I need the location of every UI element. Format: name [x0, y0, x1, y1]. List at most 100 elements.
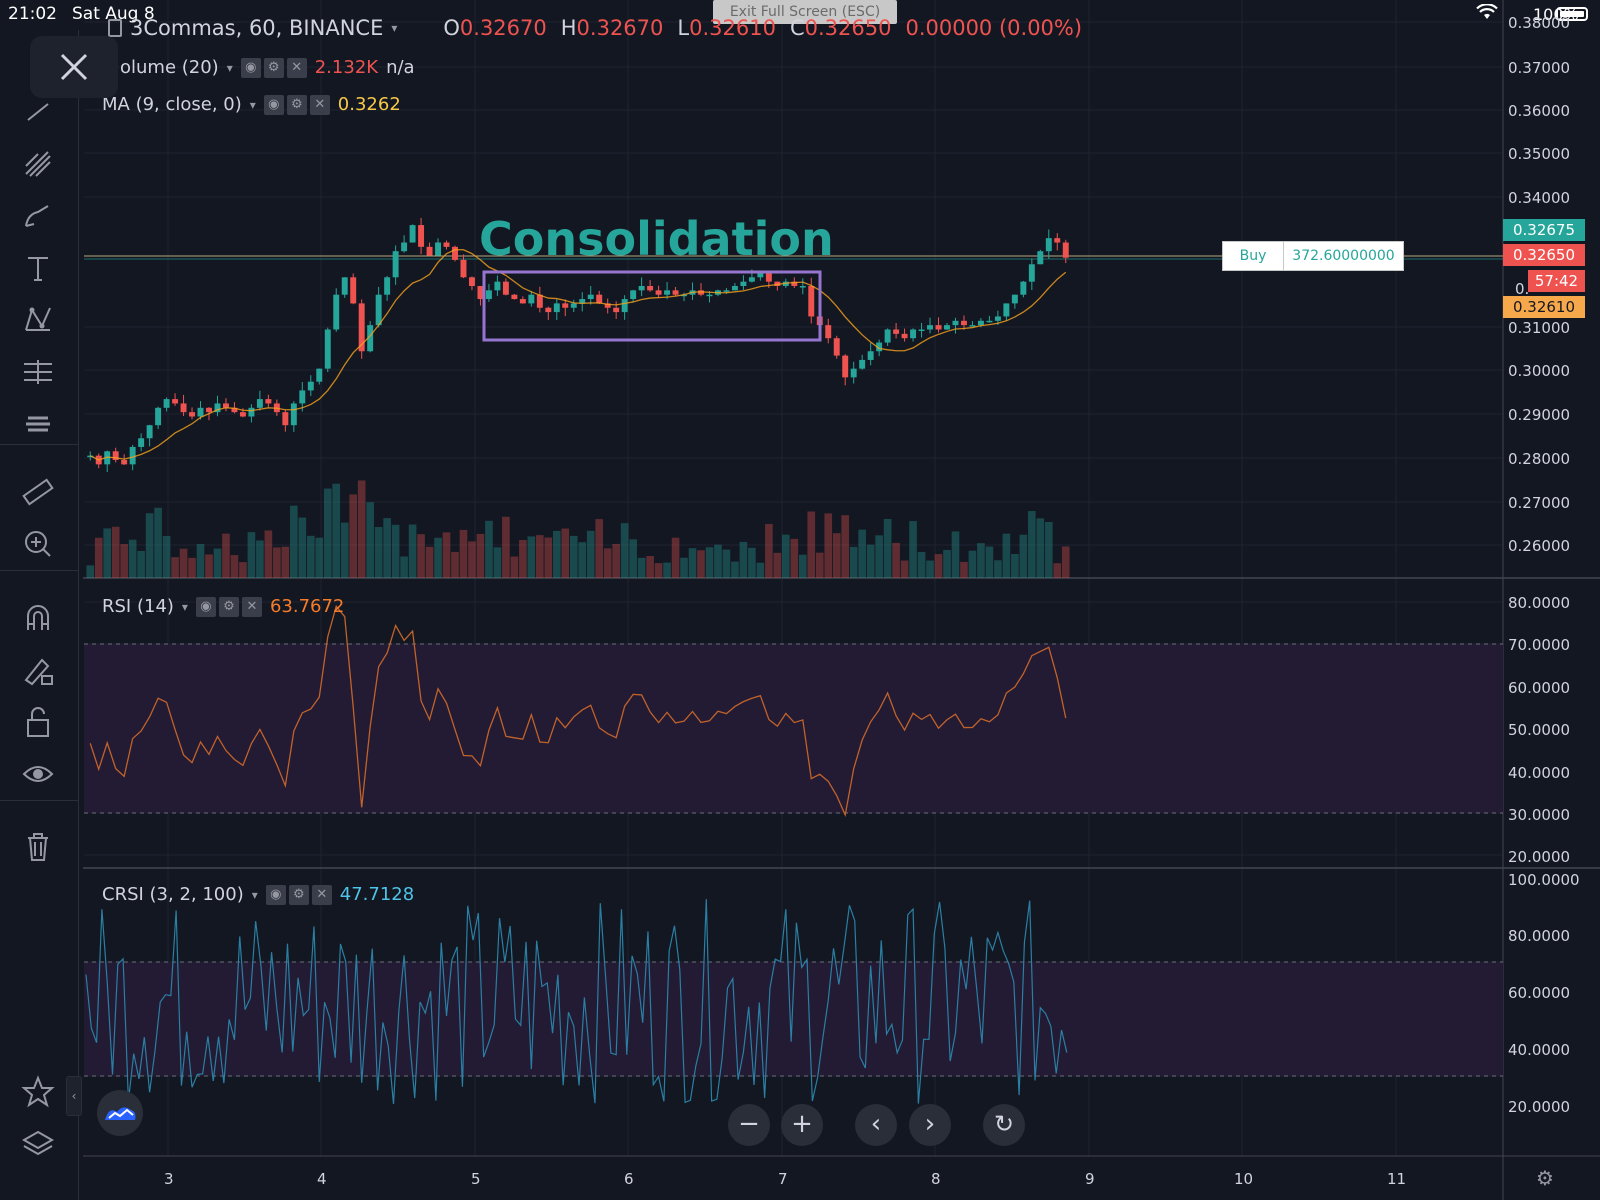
trash-icon[interactable] [16, 824, 60, 868]
candle-body [664, 290, 671, 295]
volume-bar [86, 565, 95, 578]
scroll-right-button[interactable]: › [909, 1104, 951, 1146]
crsi-legend[interactable]: CRSI (3, 2, 100) ▾ ◉ ⚙ ✕ 47.7128 [102, 884, 414, 905]
star-icon[interactable] [16, 1070, 60, 1114]
candle-style-icon[interactable] [108, 19, 122, 37]
symbol-name[interactable]: 3Commas, 60, BINANCE [130, 16, 384, 40]
close-icon[interactable]: ✕ [241, 596, 262, 617]
volume-bar [968, 550, 977, 578]
buy-order-quantity[interactable]: 372.60000000 [1292, 248, 1395, 264]
eye-icon[interactable]: ◉ [265, 884, 286, 905]
chevron-down-icon[interactable]: ▾ [226, 60, 233, 75]
volume-bar [137, 550, 145, 578]
close-label: C [789, 16, 805, 40]
candle-body [460, 259, 467, 278]
volume-bar [1053, 563, 1062, 578]
volume-bar [544, 537, 553, 578]
candle-body [477, 286, 484, 300]
settings-gear-icon[interactable]: ⚙ [1536, 1166, 1554, 1190]
collapse-toolbar-chevron-icon[interactable]: ‹ [66, 1076, 82, 1116]
trend-line-icon[interactable] [16, 90, 60, 134]
brush-icon[interactable] [16, 194, 60, 238]
symbol-legend[interactable]: 3Commas, 60, BINANCE ▾ O 0.32670 H 0.32670… [108, 16, 1082, 40]
volume-bar [603, 548, 612, 578]
gear-icon[interactable]: ⚙ [263, 57, 284, 78]
chevron-down-icon[interactable]: ▾ [249, 97, 256, 112]
volume-bar [883, 518, 892, 578]
change-value: 0.00000 (0.00%) [905, 16, 1083, 40]
candle-body [358, 303, 365, 352]
candle-body [1011, 294, 1018, 304]
zoom-in-button[interactable]: + [781, 1104, 823, 1146]
ruler-icon[interactable] [16, 470, 60, 514]
text-tool-icon[interactable] [16, 246, 60, 290]
lock-drawing-icon[interactable] [16, 648, 60, 692]
scroll-left-button[interactable]: ‹ [855, 1104, 897, 1146]
volume-bar [239, 562, 247, 578]
layers-icon[interactable] [16, 1122, 60, 1166]
candle-body [791, 281, 798, 286]
rsi-axis-label: 50.0000 [1508, 721, 1571, 739]
candle-body [375, 294, 382, 326]
candle-countdown: 57:42 [1528, 270, 1585, 292]
rsi-label[interactable]: RSI (14) [102, 596, 174, 617]
volume-bar [773, 552, 782, 578]
candle-body [129, 446, 136, 465]
pitchfork-icon[interactable] [16, 142, 60, 186]
candle-body [265, 399, 272, 404]
chevron-down-icon[interactable]: ▾ [251, 887, 258, 902]
chevron-down-icon[interactable]: ▾ [391, 21, 398, 35]
candle-body [833, 338, 840, 356]
candle-body [545, 307, 552, 313]
close-button[interactable] [30, 36, 118, 98]
volume-bar [179, 548, 188, 578]
close-icon[interactable]: ✕ [311, 884, 332, 905]
consolidation-label[interactable]: Consolidation [479, 212, 834, 266]
close-icon[interactable]: ✕ [309, 94, 330, 115]
zoom-out-button[interactable]: − [728, 1104, 770, 1146]
price-axis-label: 0.28000 [1508, 450, 1571, 468]
reset-chart-button[interactable]: ↻ [983, 1104, 1025, 1146]
volume-bar [866, 544, 875, 578]
crsi-label[interactable]: CRSI (3, 2, 100) [102, 884, 244, 905]
eye-icon[interactable]: ◉ [240, 57, 261, 78]
unlock-icon[interactable] [16, 700, 60, 744]
time-axis-label: 8 [931, 1170, 941, 1188]
gear-icon[interactable]: ⚙ [288, 884, 309, 905]
candle-body [1054, 238, 1061, 243]
candle-body [307, 381, 314, 391]
gear-icon[interactable]: ⚙ [218, 596, 239, 617]
exit-fullscreen-button[interactable]: Exit Full Screen (ESC) [713, 0, 897, 24]
close-icon[interactable]: ✕ [286, 57, 307, 78]
candle-body [842, 355, 849, 378]
volume-bar [366, 502, 374, 578]
rsi-legend[interactable]: RSI (14) ▾ ◉ ⚙ ✕ 63.7672 [102, 596, 344, 617]
open-value: 0.32670 [459, 16, 547, 40]
candle-body [256, 399, 263, 408]
eye-icon[interactable] [16, 752, 60, 796]
candle-body [333, 294, 340, 330]
fib-tool-icon[interactable] [16, 402, 60, 446]
buy-order-label[interactable]: Buy 372.60000000 [1222, 241, 1404, 271]
buy-order-side[interactable]: Buy [1223, 242, 1284, 270]
gear-icon[interactable]: ⚙ [286, 94, 307, 115]
volume-bar [451, 551, 459, 578]
ma-label[interactable]: MA (9, close, 0) [102, 94, 242, 115]
chevron-down-icon[interactable]: ▾ [181, 599, 188, 614]
candle-body [655, 290, 662, 295]
volume-bar [188, 557, 196, 578]
volume-bar [926, 560, 934, 578]
eye-icon[interactable]: ◉ [263, 94, 284, 115]
magnet-icon[interactable] [16, 596, 60, 640]
ma-legend[interactable]: MA (9, close, 0) ▾ ◉ ⚙ ✕ 0.3262 [102, 94, 401, 115]
tradingview-logo-icon[interactable] [97, 1090, 143, 1136]
pattern-tool-icon[interactable] [16, 298, 60, 342]
volume-legend[interactable]: olume (20) ▾ ◉ ⚙ ✕ 2.132K n/a [120, 57, 415, 78]
eye-icon[interactable]: ◉ [195, 596, 216, 617]
zoom-in-icon[interactable] [16, 522, 60, 566]
prediction-tool-icon[interactable] [16, 350, 60, 394]
candle-body [426, 246, 433, 256]
volume-bar [578, 542, 587, 578]
volume-label[interactable]: olume (20) [120, 57, 219, 78]
